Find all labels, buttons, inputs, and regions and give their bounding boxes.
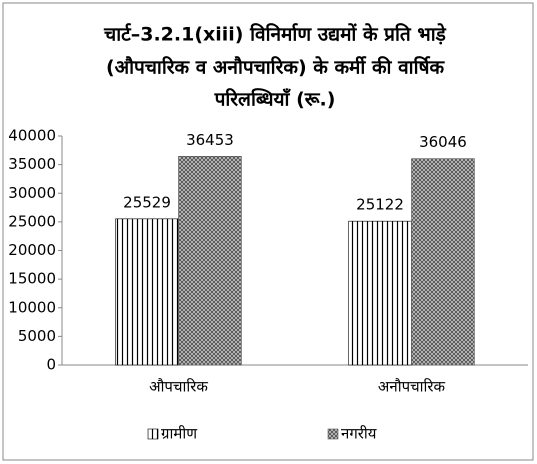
y-tick-label: 35000 bbox=[8, 155, 56, 173]
data-label: 36453 bbox=[186, 131, 234, 149]
data-label: 25122 bbox=[356, 196, 404, 214]
y-tick-label: 0 bbox=[46, 356, 56, 374]
y-tick-label: 10000 bbox=[8, 298, 56, 316]
chart-title: चार्ट–3.2.1(xiii) विनिर्माण उद्यमों के प… bbox=[103, 23, 446, 46]
x-tick-label: औपचारिक bbox=[149, 378, 208, 396]
legend-swatch bbox=[147, 428, 159, 440]
legend-label: ग्रामीण bbox=[161, 425, 198, 443]
y-tick-label: 5000 bbox=[18, 327, 56, 345]
chart-title: परिलब्धियाँ (रू.) bbox=[214, 88, 336, 111]
y-tick-label: 20000 bbox=[8, 241, 56, 259]
data-label: 25529 bbox=[123, 193, 171, 211]
y-tick-label: 25000 bbox=[8, 212, 56, 230]
chart-title: (औपचारिक व अनौपचारिक) के कर्मी की वार्षि… bbox=[106, 56, 446, 79]
bar bbox=[411, 158, 475, 366]
data-label: 36046 bbox=[419, 133, 467, 151]
y-tick-label: 40000 bbox=[8, 127, 56, 145]
x-tick-label: अनौपचारिक bbox=[378, 378, 446, 396]
y-tick-label: 15000 bbox=[8, 270, 56, 288]
bar bbox=[178, 156, 242, 366]
bar bbox=[348, 220, 412, 366]
bar bbox=[115, 218, 179, 366]
legend-label: नगरीय bbox=[341, 425, 377, 443]
y-tick-label: 30000 bbox=[8, 184, 56, 202]
legend-swatch bbox=[327, 428, 339, 440]
